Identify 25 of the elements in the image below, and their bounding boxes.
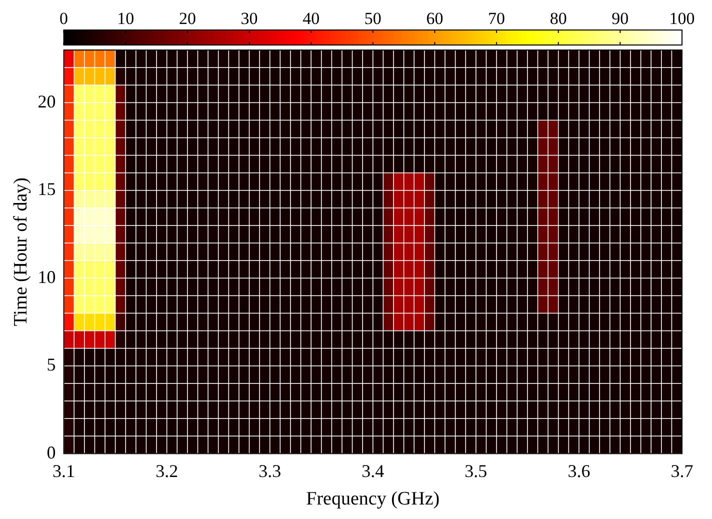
x-tick-label: 3.2 xyxy=(156,461,178,482)
y-tick-label: 5 xyxy=(46,354,56,375)
color-bar-label: 90 xyxy=(612,9,629,28)
x-tick-label: 3.3 xyxy=(258,461,282,482)
color-bar-label: 10 xyxy=(117,9,134,28)
color-bar-label: 20 xyxy=(178,9,196,28)
color-bar-label: 30 xyxy=(240,9,258,28)
x-tick-label: 3.5 xyxy=(464,461,488,482)
x-tick-label: 3.4 xyxy=(362,461,384,482)
y-tick-label: 0 xyxy=(46,442,56,462)
color-bar-label: 0 xyxy=(60,9,68,28)
color-bar-label: 60 xyxy=(426,9,444,28)
y-tick-label: 15 xyxy=(38,179,56,200)
y-axis-title: Time (Hour of day) xyxy=(10,177,32,326)
y-tick-label: 10 xyxy=(38,266,56,287)
color-bar-label: 100 xyxy=(669,9,695,28)
color-bar-label: 40 xyxy=(302,9,320,28)
color-bar-label: 70 xyxy=(488,9,506,28)
x-tick-label: 3.6 xyxy=(568,461,590,482)
y-tick-label: 20 xyxy=(38,91,56,112)
color-bar-label: 50 xyxy=(364,9,382,28)
x-axis-title: Frequency (GHz) xyxy=(306,488,440,510)
x-tick-label: 3.1 xyxy=(52,461,76,482)
color-bar-label: 80 xyxy=(550,9,567,28)
x-tick-label: 3.7 xyxy=(670,461,694,482)
